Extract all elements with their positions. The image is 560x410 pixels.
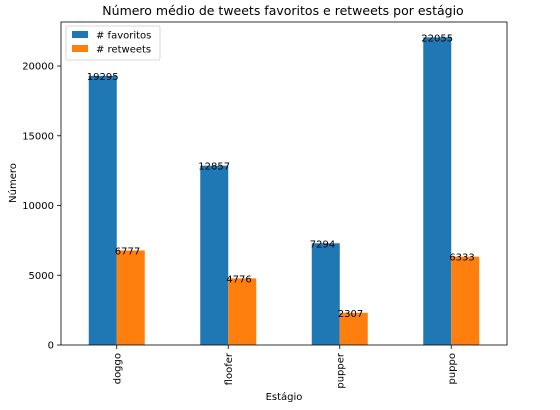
- bar-floofer-retweets: [228, 278, 256, 345]
- x-axis-label: Estágio: [266, 391, 303, 403]
- bar-pupper-favoritos: [312, 243, 340, 345]
- bar-doggo-favoritos: [89, 76, 117, 345]
- y-tick-label: 10000: [22, 201, 54, 212]
- chart-title: Número médio de tweets favoritos e retwe…: [102, 3, 463, 18]
- bar-floofer-favoritos: [200, 166, 228, 345]
- legend: # favoritos # retweets: [66, 26, 160, 60]
- y-axis-label: Número: [7, 163, 19, 203]
- data-label-floofer-favoritos: 12857: [198, 162, 230, 173]
- data-label-puppo-retweets: 6333: [449, 253, 474, 264]
- x-tick-label-pupper: pupper: [335, 352, 346, 389]
- bar-doggo-retweets: [117, 250, 145, 345]
- y-tick-label: 20000: [22, 62, 54, 73]
- x-tick-label-doggo: doggo: [112, 353, 123, 384]
- legend-label-favoritos: # favoritos: [96, 31, 151, 42]
- legend-swatch-favoritos: [72, 31, 88, 38]
- data-label-puppo-favoritos: 22055: [421, 33, 453, 44]
- data-label-doggo-retweets: 6777: [115, 246, 140, 257]
- x-tick-label-puppo: puppo: [447, 353, 458, 385]
- y-tick-label: 15000: [22, 131, 54, 142]
- data-label-floofer-retweets: 4776: [226, 274, 251, 285]
- y-tick-label: 0: [48, 341, 54, 352]
- legend-label-retweets: # retweets: [96, 45, 151, 56]
- data-label-pupper-favoritos: 7294: [310, 239, 335, 250]
- bar-puppo-favoritos: [423, 37, 451, 345]
- data-label-doggo-favoritos: 19295: [87, 72, 119, 83]
- legend-swatch-retweets: [72, 45, 88, 52]
- x-tick-label-floofer: floofer: [224, 352, 235, 385]
- plot-area: 19295 12857 7294 22055 6777 4776 2307 6333 0 5000…: [22, 22, 507, 389]
- bar-puppo-retweets: [451, 257, 479, 345]
- y-tick-label: 5000: [29, 271, 54, 282]
- data-label-pupper-retweets: 2307: [338, 309, 363, 320]
